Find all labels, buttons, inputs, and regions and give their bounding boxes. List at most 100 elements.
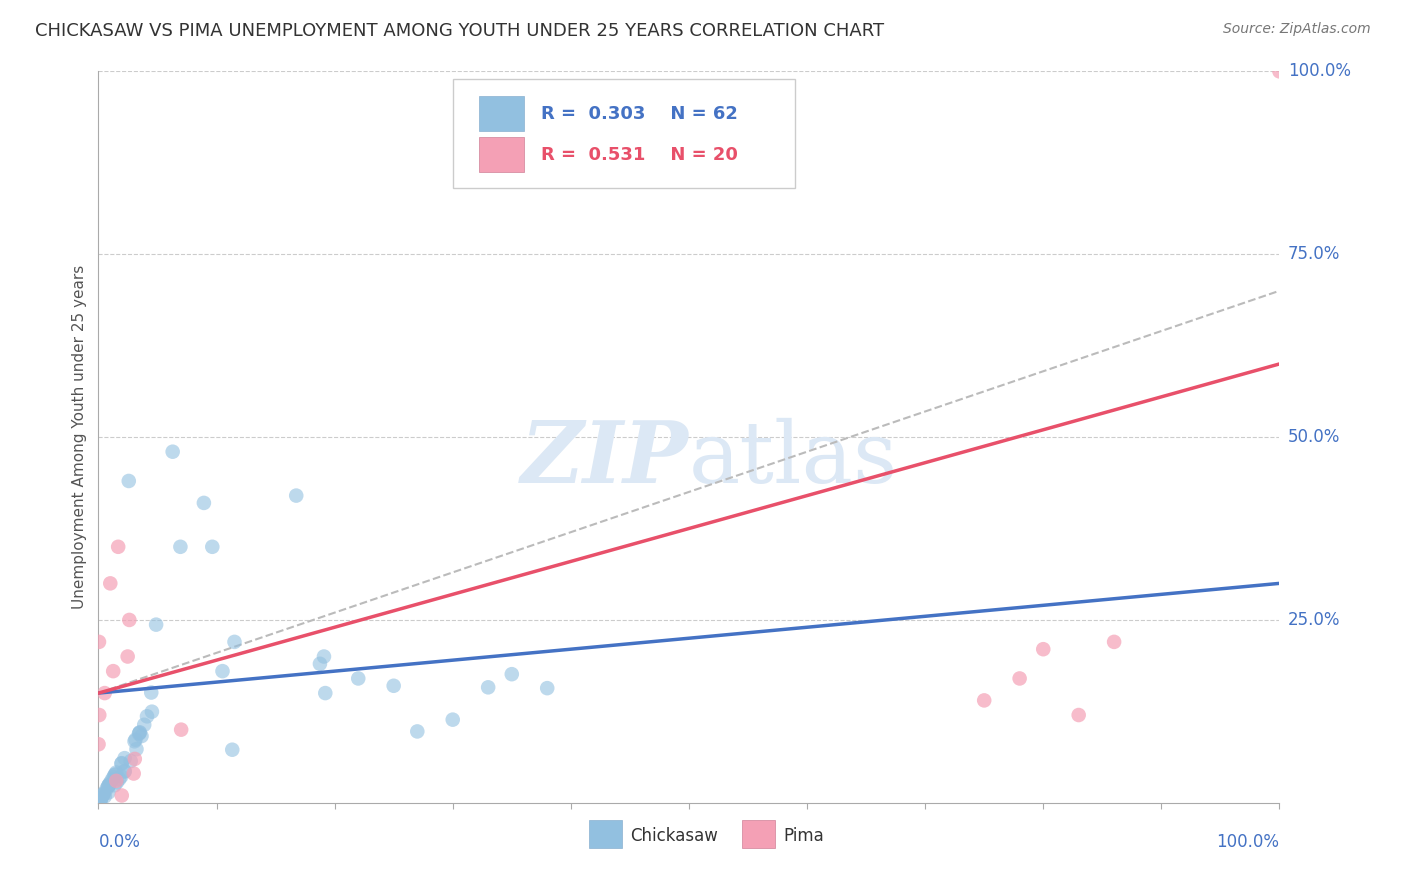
Y-axis label: Unemployment Among Youth under 25 years: Unemployment Among Youth under 25 years bbox=[72, 265, 87, 609]
Point bbox=[104, 768, 127, 782]
Point bbox=[118, 613, 141, 627]
Point bbox=[382, 679, 405, 693]
Point bbox=[108, 772, 131, 786]
Point bbox=[170, 723, 193, 737]
Point bbox=[98, 776, 121, 790]
Point bbox=[1067, 708, 1090, 723]
Point bbox=[104, 767, 127, 781]
Point bbox=[162, 444, 184, 458]
Text: 50.0%: 50.0% bbox=[1288, 428, 1340, 446]
Point bbox=[477, 681, 499, 695]
Point bbox=[89, 708, 111, 723]
Point bbox=[141, 685, 163, 699]
FancyBboxPatch shape bbox=[453, 78, 796, 188]
Point bbox=[406, 724, 429, 739]
Text: R =  0.531    N = 20: R = 0.531 N = 20 bbox=[541, 145, 738, 164]
Text: CHICKASAW VS PIMA UNEMPLOYMENT AMONG YOUTH UNDER 25 YEARS CORRELATION CHART: CHICKASAW VS PIMA UNEMPLOYMENT AMONG YOU… bbox=[35, 22, 884, 40]
Point bbox=[309, 657, 332, 671]
Point bbox=[111, 789, 134, 803]
Point bbox=[114, 764, 136, 779]
Point bbox=[89, 792, 111, 806]
Point bbox=[1032, 642, 1054, 657]
Point bbox=[87, 635, 110, 649]
Point bbox=[120, 754, 142, 768]
Text: 75.0%: 75.0% bbox=[1288, 245, 1340, 263]
Point bbox=[93, 686, 115, 700]
Text: 100.0%: 100.0% bbox=[1216, 833, 1279, 851]
Point bbox=[105, 765, 128, 780]
Point bbox=[124, 732, 146, 747]
Point bbox=[117, 649, 139, 664]
Point bbox=[122, 766, 145, 780]
FancyBboxPatch shape bbox=[589, 821, 621, 848]
Text: 100.0%: 100.0% bbox=[1288, 62, 1351, 80]
Point bbox=[124, 734, 146, 748]
Point bbox=[114, 764, 136, 779]
Point bbox=[110, 769, 132, 783]
Point bbox=[201, 540, 224, 554]
Point bbox=[91, 788, 114, 802]
Point bbox=[347, 672, 370, 686]
Point bbox=[93, 786, 115, 800]
Text: ZIP: ZIP bbox=[522, 417, 689, 500]
Point bbox=[111, 756, 134, 771]
Text: 0.0%: 0.0% bbox=[98, 833, 141, 851]
Point bbox=[103, 770, 125, 784]
Point bbox=[101, 772, 124, 787]
FancyBboxPatch shape bbox=[478, 137, 523, 172]
Point bbox=[125, 742, 148, 756]
Point bbox=[128, 725, 150, 739]
Text: Pima: Pima bbox=[783, 827, 824, 845]
Point bbox=[90, 791, 112, 805]
Text: R =  0.303    N = 62: R = 0.303 N = 62 bbox=[541, 104, 738, 123]
Text: Source: ZipAtlas.com: Source: ZipAtlas.com bbox=[1223, 22, 1371, 37]
Point bbox=[87, 737, 110, 751]
Text: Chickasaw: Chickasaw bbox=[630, 827, 718, 845]
Point bbox=[145, 617, 167, 632]
Point bbox=[97, 785, 120, 799]
Point bbox=[193, 496, 215, 510]
Point bbox=[103, 664, 125, 678]
Point bbox=[285, 489, 308, 503]
FancyBboxPatch shape bbox=[478, 96, 523, 131]
Point bbox=[107, 540, 129, 554]
Point bbox=[141, 705, 163, 719]
Point bbox=[128, 727, 150, 741]
Point bbox=[94, 789, 117, 804]
Point bbox=[91, 789, 114, 803]
Text: atlas: atlas bbox=[689, 417, 898, 500]
Point bbox=[224, 635, 246, 649]
Point bbox=[124, 752, 146, 766]
Point bbox=[1008, 672, 1031, 686]
Point bbox=[96, 782, 118, 797]
Point bbox=[98, 576, 121, 591]
Point bbox=[90, 794, 112, 808]
Point bbox=[97, 778, 120, 792]
Point bbox=[89, 792, 111, 806]
Point bbox=[97, 778, 120, 792]
Point bbox=[131, 729, 153, 743]
Point bbox=[1102, 635, 1125, 649]
Point bbox=[536, 681, 558, 695]
Point bbox=[89, 793, 111, 807]
Point bbox=[110, 756, 132, 771]
Point bbox=[136, 709, 159, 723]
Point bbox=[105, 775, 128, 789]
Point bbox=[89, 793, 111, 807]
Point bbox=[221, 742, 243, 756]
Point bbox=[97, 779, 120, 793]
Point bbox=[118, 474, 141, 488]
Point bbox=[501, 667, 523, 681]
FancyBboxPatch shape bbox=[742, 821, 775, 848]
Point bbox=[1268, 64, 1291, 78]
Point bbox=[314, 686, 336, 700]
Point bbox=[128, 726, 150, 740]
Point bbox=[211, 664, 233, 678]
Text: 25.0%: 25.0% bbox=[1288, 611, 1340, 629]
Point bbox=[103, 778, 125, 792]
Point bbox=[441, 713, 464, 727]
Point bbox=[114, 751, 136, 765]
Point bbox=[134, 718, 156, 732]
Point bbox=[105, 773, 128, 788]
Point bbox=[973, 693, 995, 707]
